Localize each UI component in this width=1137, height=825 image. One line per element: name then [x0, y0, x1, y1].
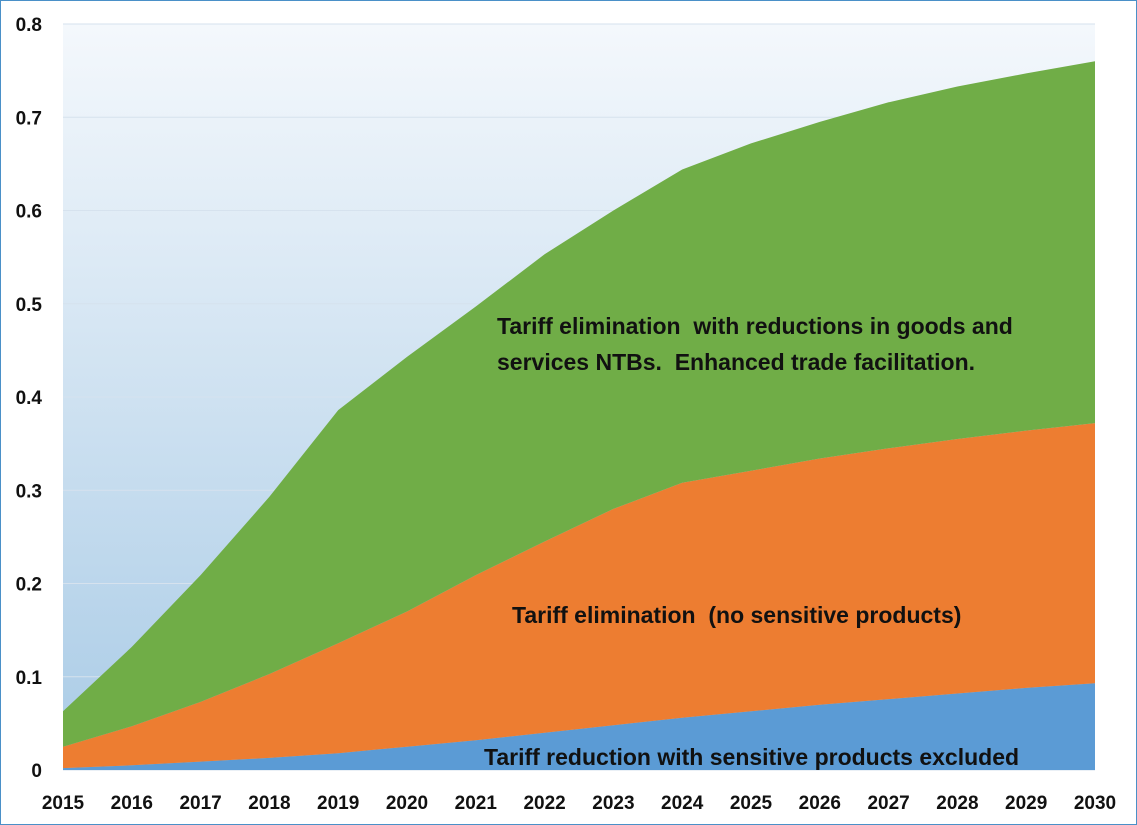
- y-tick-label: 0.8: [16, 15, 42, 36]
- x-tick-label: 2017: [179, 793, 221, 814]
- x-tick-label: 2015: [42, 793, 85, 814]
- x-tick-label: 2019: [317, 793, 359, 814]
- x-tick-label: 2016: [111, 793, 153, 814]
- x-tick-label: 2026: [799, 793, 841, 814]
- annotation-orange: Tariff elimination (no sensitive product…: [512, 602, 961, 628]
- x-tick-label: 2023: [592, 793, 634, 814]
- series-area-2: [63, 61, 1095, 747]
- x-tick-label: 2018: [248, 793, 290, 814]
- x-tick-label: 2025: [730, 793, 773, 814]
- y-tick-label: 0.5: [16, 295, 43, 316]
- y-tick-label: 0.3: [16, 481, 42, 502]
- y-tick-label: 0: [31, 761, 42, 782]
- series-area-0: [63, 683, 1095, 770]
- y-tick-label: 0.6: [16, 202, 42, 223]
- annotation-green: Tariff elimination with reductions in go…: [497, 313, 1013, 339]
- series-area-1: [63, 423, 1095, 769]
- x-tick-label: 2027: [867, 793, 909, 814]
- annotation-green: services NTBs. Enhanced trade facilitati…: [497, 349, 975, 375]
- y-tick-label: 0.2: [16, 575, 42, 596]
- x-tick-label: 2022: [523, 793, 565, 814]
- x-tick-label: 2029: [1005, 793, 1047, 814]
- annotation-blue: Tariff reduction with sensitive products…: [484, 744, 1019, 770]
- x-tick-label: 2030: [1074, 793, 1116, 814]
- y-axis-ticks: 0 0.1 0.2 0.3 0.4 0.5 0.6 0.7 0.8: [16, 15, 43, 782]
- y-tick-label: 0.4: [16, 388, 43, 409]
- x-tick-label: 2024: [661, 793, 704, 814]
- x-tick-label: 2021: [455, 793, 498, 814]
- x-axis-ticks: 2015 2016 2017 2018 2019 2020 2021 2022 2023 2024…: [42, 793, 1116, 814]
- series-areas: [63, 61, 1095, 770]
- x-tick-label: 2028: [936, 793, 978, 814]
- y-tick-label: 0.1: [16, 668, 43, 689]
- y-tick-label: 0.7: [16, 108, 42, 129]
- area-annotations: Tariff elimination with reductions in go…: [484, 313, 1019, 770]
- x-tick-label: 2020: [386, 793, 428, 814]
